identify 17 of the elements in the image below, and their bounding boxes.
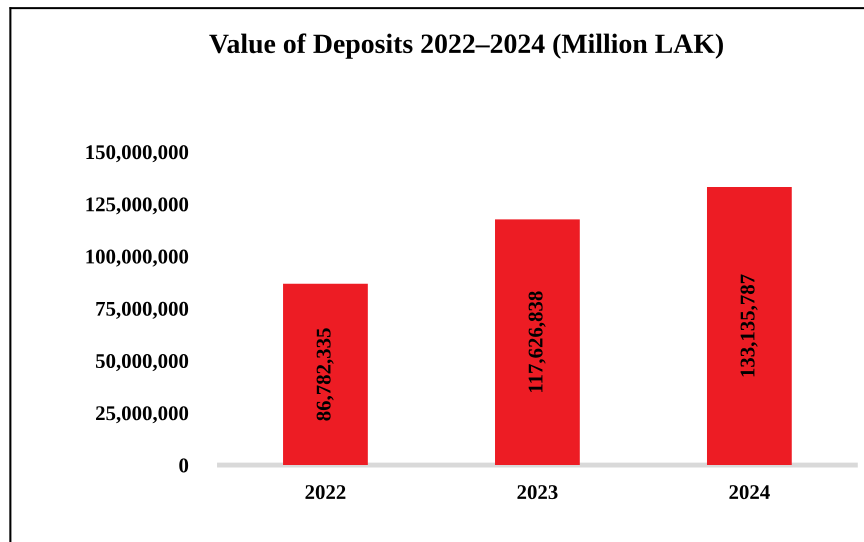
bar: [706, 186, 792, 466]
x-tick-label: 2023: [517, 485, 558, 500]
data-label: 86,782,335: [316, 328, 334, 421]
x-tick-label: 2024: [729, 485, 770, 500]
data-label: 133,135,787: [740, 274, 758, 376]
data-label: 117,626,838: [528, 291, 546, 392]
y-tick-label: 125,000,000: [86, 197, 188, 214]
y-tick-label: 100,000,000: [86, 250, 188, 267]
bar: [495, 219, 580, 466]
x-tick-label: 2022: [305, 485, 346, 500]
y-tick-label: 25,000,000: [96, 406, 188, 424]
y-tick-label: 150,000,000: [86, 145, 188, 162]
y-tick-label: 50,000,000: [96, 354, 188, 372]
y-tick-label: 75,000,000: [96, 302, 188, 319]
bar: [283, 284, 368, 466]
chart-title: Value of Deposits 2022–2024 (Million LAK): [209, 33, 723, 59]
y-tick-label: 0: [179, 458, 188, 472]
